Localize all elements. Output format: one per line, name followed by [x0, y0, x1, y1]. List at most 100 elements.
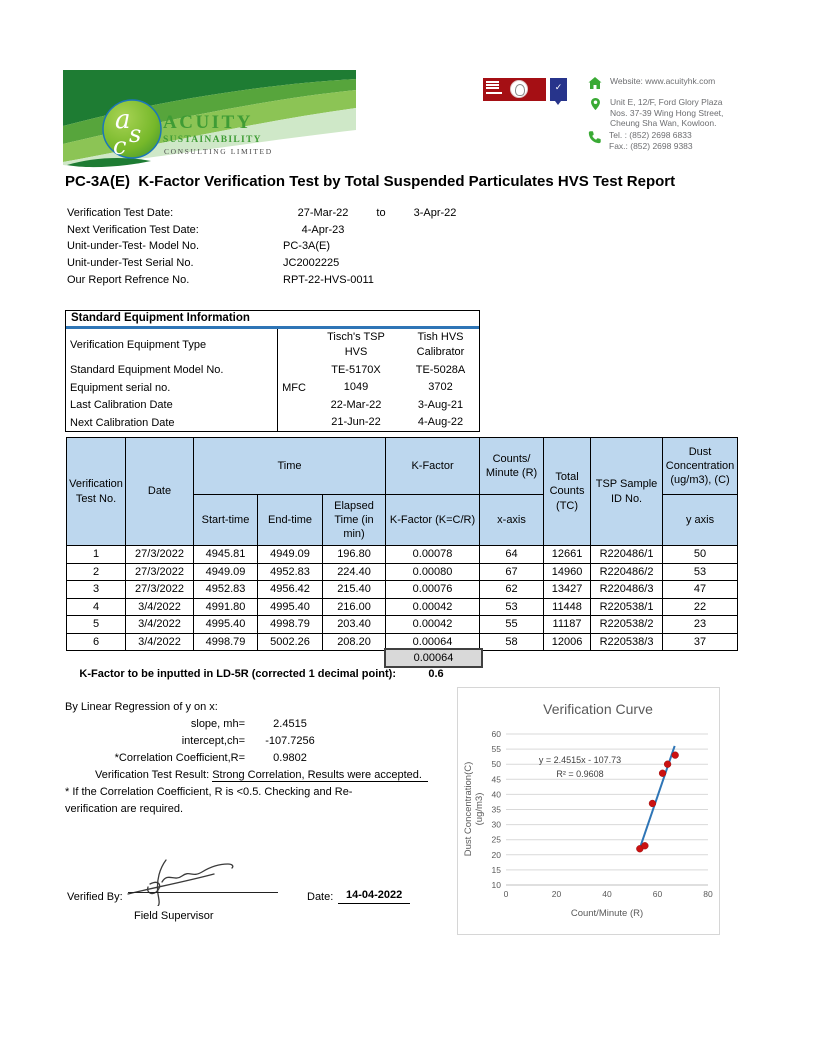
- x-axis-label: Count/Minute (R): [571, 908, 643, 919]
- verification-table: Verification Test No. Date Time K-Factor…: [66, 437, 739, 651]
- r-squared-label: R² = 0.9608: [556, 769, 603, 779]
- table-cell: 27/3/2022: [125, 562, 194, 581]
- verified-by-label: Verified By:: [67, 891, 123, 903]
- info-row: Unit-under-Test Serial No. JC2002225: [67, 257, 339, 269]
- logo-monogram: a s c: [113, 105, 141, 160]
- col-header-tsp-sample: TSP Sample ID No.: [590, 437, 664, 546]
- table-cell: TE-5028A: [415, 363, 466, 376]
- date-label: Date:: [307, 891, 334, 903]
- result-label: Verification Test Result:: [95, 769, 210, 781]
- table-cell: 53: [662, 562, 739, 581]
- col-header-kfactor: K-Factor (K=C/R): [385, 494, 481, 546]
- table-cell: 0.00064: [385, 632, 481, 651]
- table-cell: 22: [662, 597, 739, 616]
- table-cell: 4998.79: [257, 615, 323, 634]
- certification-emblem: [510, 80, 528, 98]
- website-text: Website: www.acuityhk.com: [610, 76, 716, 86]
- equipment-table-header: Standard Equipment Information: [66, 311, 479, 329]
- table-cell: 3-Aug-21: [417, 398, 464, 411]
- svg-text:a: a: [115, 105, 131, 135]
- table-row: Verification Equipment Type Tisch's TSP H…: [66, 329, 479, 362]
- y-tick-label: 55: [492, 744, 502, 754]
- info-row: Verification Test Date: 27-Mar-22 to 3-Apr-…: [67, 207, 471, 219]
- signature-line: [128, 892, 278, 893]
- k-factor-note-value: 0.6: [428, 668, 444, 680]
- table-cell: Equipment serial no.: [66, 379, 278, 397]
- table-cell: 13427: [543, 580, 592, 599]
- table-cell: 4998.79: [193, 632, 258, 651]
- field-label: Verification Test Date:: [67, 207, 174, 219]
- table-cell: 1: [66, 545, 126, 564]
- address-line: Cheung Sha Wan, Kowloon.: [610, 118, 717, 128]
- data-point: [648, 799, 657, 808]
- y-tick-label: 40: [492, 789, 502, 799]
- table-cell: 23: [662, 615, 739, 634]
- table-cell: 4952.83: [257, 562, 323, 581]
- correlation-value: 0.9802: [273, 752, 307, 764]
- col-header-date: Date: [125, 437, 194, 546]
- equipment-table-body: Verification Equipment Type Tisch's TSP H…: [66, 329, 479, 432]
- field-value: PC-3A(E): [283, 240, 331, 252]
- field-value: 3-Apr-22: [413, 207, 457, 219]
- y-tick-label: 30: [492, 820, 502, 830]
- table-cell: 11187: [543, 615, 592, 634]
- col-header-end-time: End-time: [257, 494, 323, 546]
- table-cell: 0.00076: [385, 580, 481, 599]
- table-cell: 50: [662, 545, 739, 564]
- company-logo: a s c: [102, 99, 162, 160]
- regression-note-line2: verification are required.: [65, 803, 184, 815]
- table-cell: 14960: [543, 562, 592, 581]
- table-row: 4 3/4/2022 4991.80 4995.40 216.00 0.00042 53 11…: [66, 597, 739, 616]
- field-label: Unit-under-Test Serial No.: [67, 257, 194, 269]
- table-cell: 3/4/2022: [125, 632, 194, 651]
- data-point: [658, 769, 667, 777]
- table-cell: 12661: [543, 545, 592, 564]
- table-cell: 4956.42: [257, 580, 323, 599]
- table-cell: 4995.40: [257, 597, 323, 616]
- company-name: ACUITY: [163, 112, 253, 133]
- x-tick-label: 80: [703, 889, 713, 899]
- home-icon: [588, 77, 602, 89]
- company-banner: a s c ACUITY SUSTAINABILITY CONSULTING L…: [63, 70, 356, 168]
- slope-value: 2.4515: [273, 718, 307, 730]
- table-cell: R220538/1: [590, 597, 664, 616]
- col-header-elapsed-time: Elapsed Time (in min): [321, 494, 387, 546]
- y-axis-label: Dust Concentration(C): [463, 762, 474, 857]
- table-cell: 3/4/2022: [125, 597, 194, 616]
- info-row: Next Verification Test Date: 4-Apr-23: [67, 224, 363, 236]
- x-tick-label: 0: [504, 889, 509, 899]
- table-cell: 4949.09: [257, 545, 323, 564]
- signature-scribble: [127, 859, 234, 906]
- field-value: 27-Mar-22: [297, 207, 349, 219]
- x-tick-label: 60: [653, 889, 663, 899]
- table-cell: 1049: [343, 381, 369, 394]
- table-cell: 215.40: [321, 580, 387, 599]
- data-point: [641, 842, 649, 850]
- table-cell: 196.80: [321, 545, 387, 564]
- svg-text:s: s: [129, 120, 141, 148]
- result-value: Strong Correlation, Results were accepte…: [212, 769, 428, 782]
- x-tick-label: 40: [602, 889, 612, 899]
- field-value: RPT-22-HVS-0011: [283, 274, 374, 286]
- table-cell: R220486/2: [590, 562, 664, 581]
- table-cell: 4949.09: [193, 562, 258, 581]
- table-cell: 62: [479, 580, 545, 599]
- col-header-y-axis: y axis: [662, 494, 739, 546]
- table-cell: 5002.26: [257, 632, 323, 651]
- table-cell: 4: [66, 597, 126, 616]
- phone-icon: [588, 131, 601, 144]
- data-point: [663, 760, 672, 768]
- regression-note-line1: * If the Correlation Coefficient, R is <…: [65, 786, 353, 798]
- table-cell: Tisch's TSP HVS: [327, 331, 385, 359]
- field-label: Next Verification Test Date:: [67, 224, 199, 236]
- table-row: 2 27/3/2022 4949.09 4952.83 224.40 0.00080 67 1…: [66, 562, 739, 581]
- table-row: 5 3/4/2022 4995.40 4998.79 203.40 0.00042 55 11…: [66, 615, 739, 634]
- field-label: Unit-under-Test- Model No.: [67, 240, 200, 252]
- y-tick-label: 35: [492, 805, 502, 815]
- date-value: 14-04-2022: [338, 889, 411, 904]
- table-cell: 67: [479, 562, 545, 581]
- contact-phone-row: Tel. : (852) 2698 6833 Fax.: (852) 2698 …: [588, 130, 693, 151]
- field-label: Our Report Refrence No.: [67, 274, 190, 286]
- location-pin-icon: [591, 97, 600, 111]
- contact-website-row: Website: www.acuityhk.com: [588, 76, 715, 90]
